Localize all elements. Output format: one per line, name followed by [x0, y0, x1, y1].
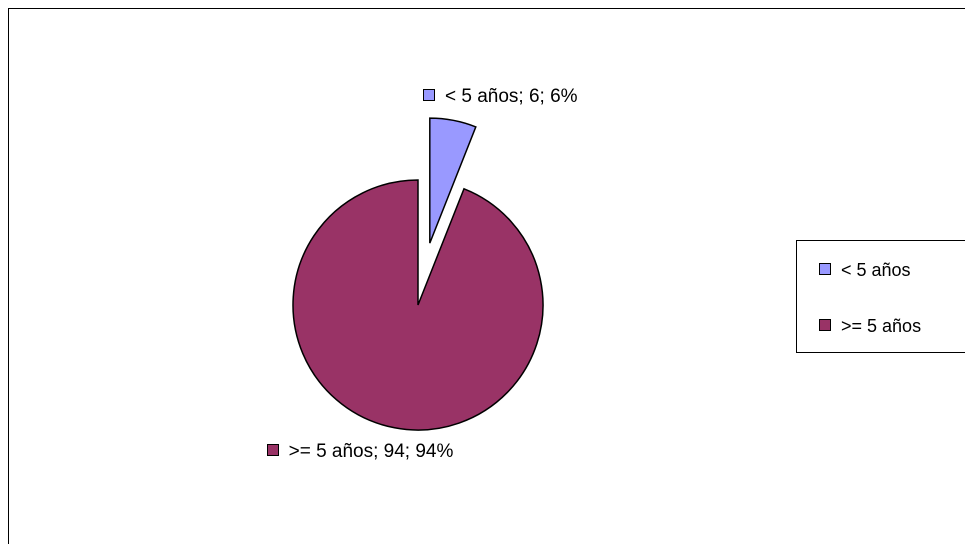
- legend-swatch: [819, 263, 831, 275]
- label-text: >= 5 años; 94; 94%: [288, 441, 454, 462]
- legend-box: [796, 240, 965, 353]
- data-label: < 5 años; 6; 6%: [423, 85, 578, 109]
- legend-entry: >= 5 años: [819, 314, 921, 338]
- data-label: >= 5 años; 94; 94%: [240, 440, 480, 464]
- pie-slice: [429, 117, 477, 244]
- legend-swatch: [819, 319, 831, 331]
- pie-slice: [292, 179, 544, 431]
- legend-swatch: [423, 89, 435, 101]
- legend-entry: < 5 años: [819, 258, 911, 282]
- label-text: < 5 años: [841, 260, 911, 280]
- label-text: < 5 años; 6; 6%: [445, 86, 578, 107]
- label-text: >= 5 años: [841, 316, 922, 336]
- legend-swatch: [266, 444, 279, 456]
